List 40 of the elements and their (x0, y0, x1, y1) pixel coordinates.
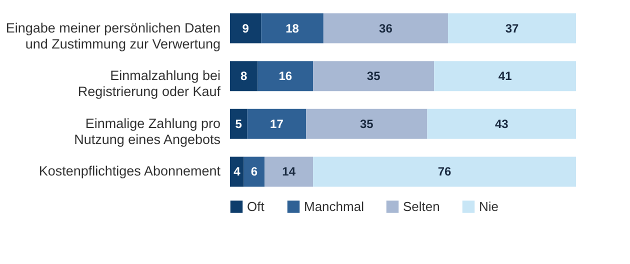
bar (427, 108, 576, 139)
bar (306, 108, 428, 139)
data-label: 37 (505, 21, 519, 36)
legend-label: Selten (403, 198, 440, 214)
bar (230, 13, 262, 44)
legend-label: Manchmal (304, 198, 364, 214)
bar (261, 13, 324, 44)
data-label: 6 (250, 164, 258, 179)
bar (264, 156, 314, 187)
data-label: 35 (360, 116, 374, 131)
data-label: 14 (282, 164, 296, 179)
data-label: 43 (494, 116, 509, 131)
bar (244, 156, 265, 187)
bar (313, 61, 434, 92)
data-label: 18 (286, 21, 300, 36)
y-tick-label: Eingabe meiner persönlichen Daten und Zustimmung zur Verwertung (6, 20, 220, 52)
y-tick-label: Einmalzahlung bei Registrierung oder Kauf (78, 68, 221, 100)
data-label: 8 (240, 69, 248, 84)
data-label: 4 (234, 164, 241, 179)
bar (247, 108, 306, 139)
y-tick-label: Kostenpflichtiges Abonnement (38, 164, 221, 179)
data-label: 17 (270, 116, 284, 131)
bar (258, 61, 314, 92)
bar (230, 108, 248, 139)
bar (230, 156, 244, 187)
data-label: 36 (379, 21, 393, 36)
bar (313, 156, 576, 187)
legend-label: Nie (479, 198, 499, 214)
data-label: 76 (438, 164, 452, 179)
data-label: 41 (498, 69, 512, 84)
y-tick-label: Einmalige Zahlung pro Nutzung eines Angebots (74, 116, 221, 147)
bar (434, 61, 576, 92)
bar (323, 13, 448, 44)
data-label: 35 (366, 69, 381, 84)
bar (448, 13, 576, 44)
bar (230, 61, 258, 92)
data-label: 5 (235, 116, 242, 131)
legend-label: Oft (247, 198, 265, 214)
data-label: 9 (242, 21, 250, 36)
data-label: 16 (278, 69, 292, 84)
